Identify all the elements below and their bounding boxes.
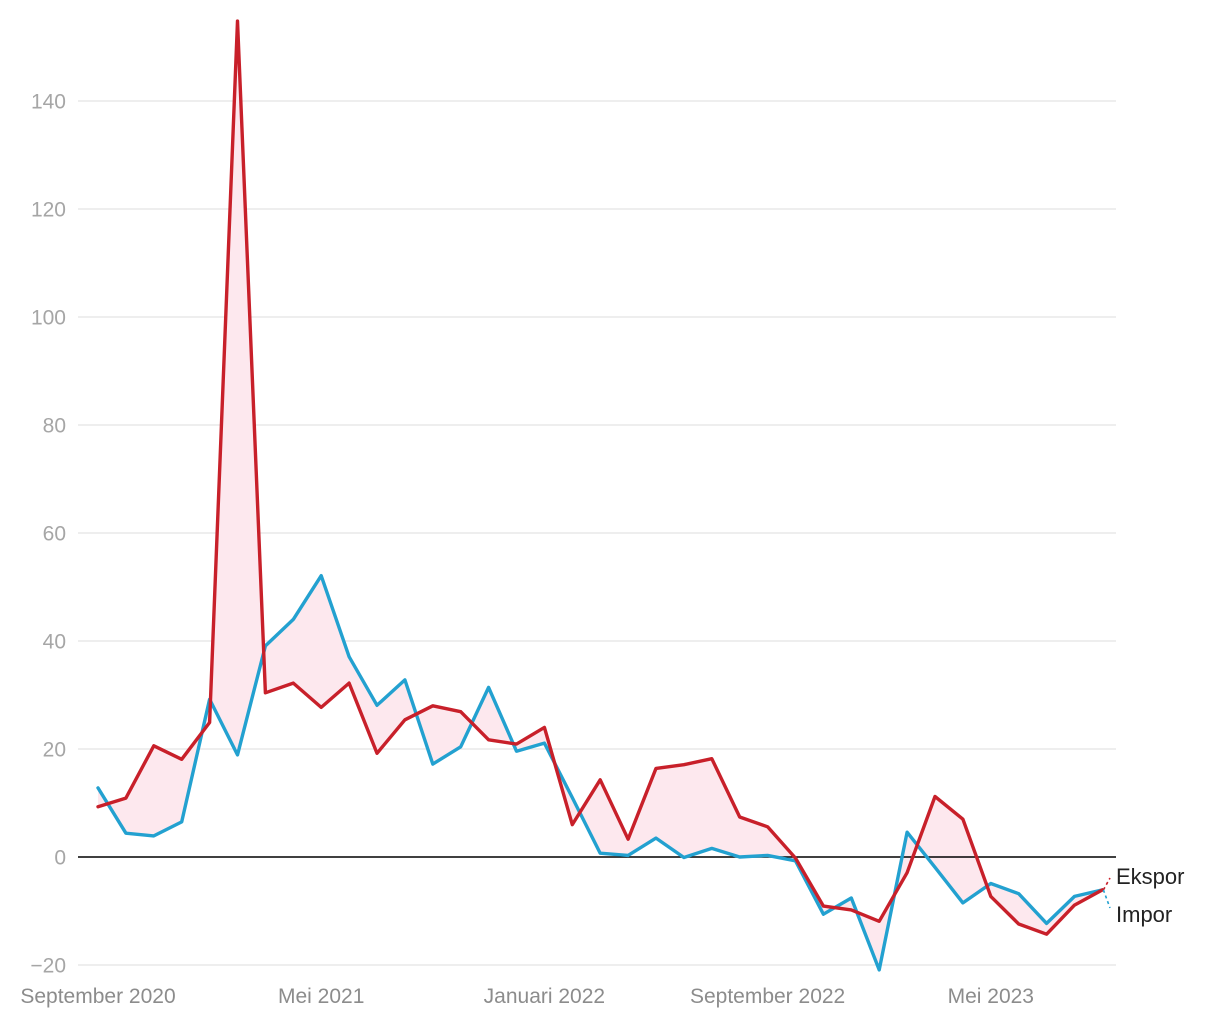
- x-tick-label: Mei 2021: [278, 985, 364, 1008]
- x-tick-label: Januari 2022: [484, 985, 605, 1008]
- y-tick-label: −20: [30, 955, 66, 978]
- series-lines: [96, 19, 1105, 972]
- y-tick-label: 60: [43, 523, 66, 546]
- y-tick-label: 0: [54, 847, 66, 870]
- x-tick-label: September 2022: [690, 985, 845, 1008]
- legend-connector-ekspor: [1102, 877, 1111, 891]
- series-line-impor: [96, 574, 1105, 972]
- fill-between-area: [98, 21, 1103, 970]
- legend-label-ekspor: Ekspor: [1116, 864, 1184, 889]
- y-axis-tick-labels: −20 0 20 40 60 80 100 120 140: [30, 91, 66, 978]
- legend-connector-impor: [1102, 889, 1111, 909]
- x-tick-label: September 2020: [20, 985, 175, 1008]
- x-axis-tick-labels: September 2020 Mei 2021 Januari 2022 Septem…: [20, 985, 1034, 1008]
- x-tick-label: Mei 2023: [948, 985, 1034, 1008]
- y-tick-label: 120: [31, 199, 66, 222]
- legend: Ekspor Impor: [1102, 864, 1184, 927]
- y-tick-label: 40: [43, 631, 66, 654]
- area-between-series: [98, 21, 1103, 970]
- y-tick-label: 140: [31, 91, 66, 114]
- y-tick-label: 20: [43, 739, 66, 762]
- y-tick-label: 80: [43, 415, 66, 438]
- series-line-ekspor: [96, 19, 1105, 936]
- legend-label-impor: Impor: [1116, 902, 1172, 927]
- y-tick-label: 100: [31, 307, 66, 330]
